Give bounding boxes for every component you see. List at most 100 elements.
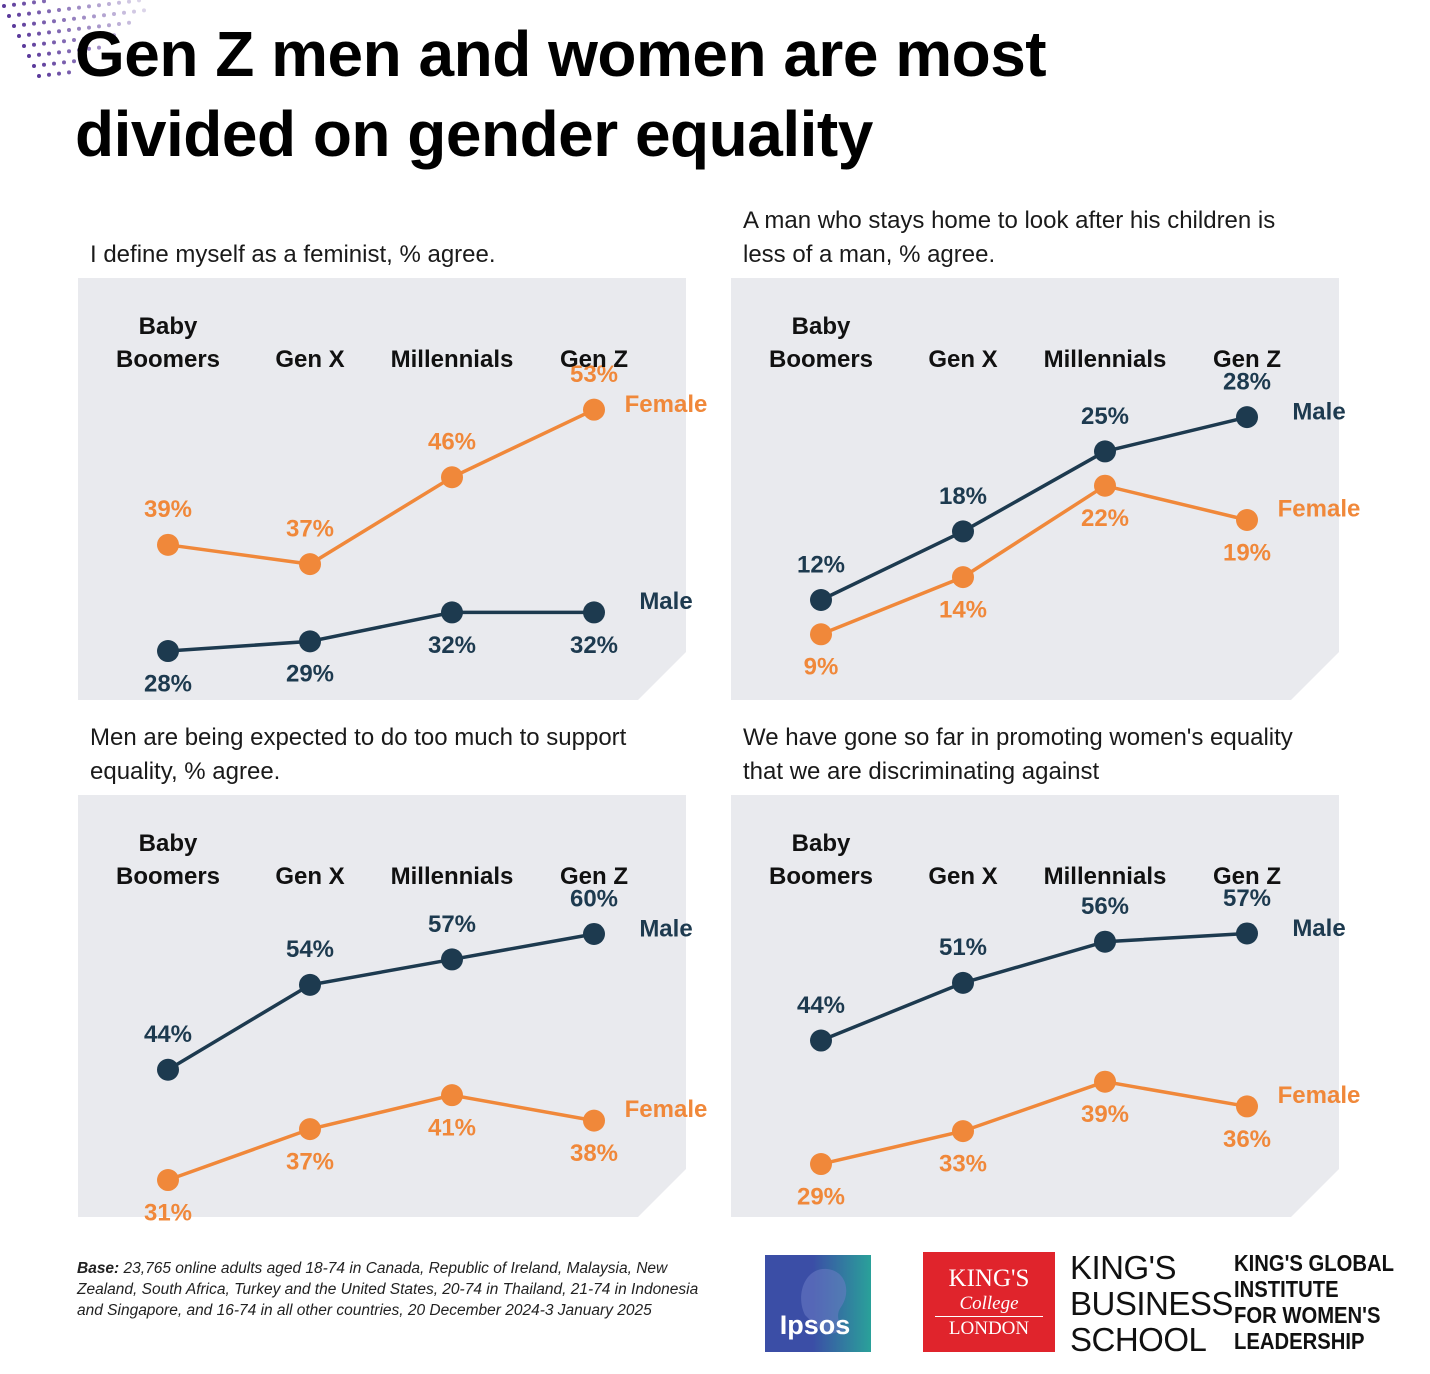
value-label: 37% xyxy=(286,1148,334,1175)
decor-dot xyxy=(47,30,51,35)
series-name: Male xyxy=(1292,398,1345,425)
value-label: 12% xyxy=(797,551,845,578)
data-point xyxy=(952,566,974,589)
kcl-logo: KING'S College LONDON xyxy=(923,1252,1055,1352)
series-name: Female xyxy=(625,391,708,418)
decor-dot xyxy=(97,3,101,8)
data-point xyxy=(810,589,832,611)
decor-dot xyxy=(97,24,101,29)
question-title: A man who stays home to look after his c… xyxy=(743,207,1276,268)
bs-line: SCHOOL xyxy=(1070,1321,1207,1358)
series-name: Female xyxy=(1278,495,1361,522)
value-label: 60% xyxy=(570,885,618,912)
decor-dot xyxy=(47,72,51,77)
inst-line: FOR WOMEN'S xyxy=(1234,1302,1381,1328)
decor-dot xyxy=(102,34,106,39)
category-label: Millennials xyxy=(1043,346,1167,373)
data-point xyxy=(441,466,463,489)
decor-dot xyxy=(82,58,86,62)
plot: 39% 37% 46% 53% Female 28% 29% 32% 32% Male xyxy=(144,361,707,697)
category-label: Baby Boomers xyxy=(115,830,221,890)
decor-dot xyxy=(107,23,111,28)
data-point xyxy=(441,948,463,971)
decor-dot xyxy=(7,14,11,18)
decor-dot xyxy=(17,12,21,17)
value-label: 28% xyxy=(144,670,192,697)
data-point xyxy=(583,922,605,945)
footnote-text: 23,765 online adults aged 18-74 in Canad… xyxy=(77,1260,699,1319)
category-label: Gen Z xyxy=(1212,863,1281,890)
inst-line: INSTITUTE xyxy=(1234,1276,1339,1302)
decor-dot xyxy=(37,31,41,36)
value-label: 54% xyxy=(286,936,334,963)
decor-dot xyxy=(2,4,6,8)
decor-dot xyxy=(67,6,71,11)
value-label: 51% xyxy=(939,934,987,961)
data-point xyxy=(1094,474,1116,497)
value-label: 39% xyxy=(144,496,192,523)
kcl-line: College xyxy=(959,1293,1019,1314)
category-label: Baby Boomers xyxy=(115,313,221,373)
data-point xyxy=(1236,509,1258,531)
decor-dot xyxy=(57,50,61,55)
category-label: Baby Boomers xyxy=(768,830,874,890)
data-point xyxy=(157,1058,179,1081)
decor-dot xyxy=(17,34,21,38)
panel-background xyxy=(78,278,686,700)
data-point xyxy=(299,973,321,996)
data-point xyxy=(952,1120,974,1143)
decor-dot xyxy=(22,1,26,6)
decor-dot xyxy=(77,48,81,52)
question-title: We have gone so far in promoting women's… xyxy=(743,724,1293,785)
category-label: Millennials xyxy=(390,863,514,890)
plot: 12% 18% 25% 28% Male 9% 14% 22% 19% Female xyxy=(797,368,1360,680)
value-label: 32% xyxy=(428,632,476,659)
data-point xyxy=(1236,406,1258,429)
data-point xyxy=(1094,1070,1116,1093)
main-title: Gen Z men and women are most divided on … xyxy=(75,18,1047,170)
category-label: Millennials xyxy=(1043,863,1167,890)
series-line xyxy=(167,408,595,566)
data-point xyxy=(810,623,832,646)
decor-dot xyxy=(67,49,71,54)
series-line xyxy=(820,483,1248,636)
value-label: 28% xyxy=(1223,368,1271,395)
decor-dot xyxy=(72,59,76,64)
inst-line: LEADERSHIP xyxy=(1234,1328,1365,1354)
data-point xyxy=(583,398,605,421)
category-label: Gen X xyxy=(928,863,998,890)
category-label: Gen Z xyxy=(1212,346,1281,373)
value-label: 53% xyxy=(570,361,618,388)
series-line xyxy=(820,931,1248,1043)
value-label: 33% xyxy=(939,1150,987,1177)
decor-dot xyxy=(27,32,31,37)
data-point xyxy=(583,1109,605,1132)
decor-dot xyxy=(47,9,51,14)
decor-dot xyxy=(97,45,101,50)
decor-dot xyxy=(52,19,56,24)
decor-dot xyxy=(122,10,126,15)
decor-dot xyxy=(112,33,116,38)
value-label: 14% xyxy=(939,596,987,623)
decor-dot xyxy=(12,2,16,7)
value-label: 22% xyxy=(1081,505,1129,532)
category-label: Gen X xyxy=(275,346,345,373)
value-label: 57% xyxy=(1223,885,1271,912)
series-line xyxy=(167,610,594,653)
decor-dot xyxy=(12,24,16,28)
decor-dot xyxy=(62,18,66,22)
series-name: Female xyxy=(1278,1082,1361,1109)
decor-dot xyxy=(32,21,36,26)
value-label: 44% xyxy=(797,992,845,1019)
value-label: 38% xyxy=(570,1140,618,1167)
decor-dot xyxy=(37,52,41,57)
decor-dot xyxy=(127,20,131,25)
data-point xyxy=(299,630,321,653)
data-point xyxy=(441,601,463,624)
series-name: Male xyxy=(639,588,692,615)
decor-dot xyxy=(67,70,71,75)
decor-dot xyxy=(82,36,86,41)
footnote: Base: 23,765 online adults aged 18-74 in… xyxy=(77,1258,717,1321)
